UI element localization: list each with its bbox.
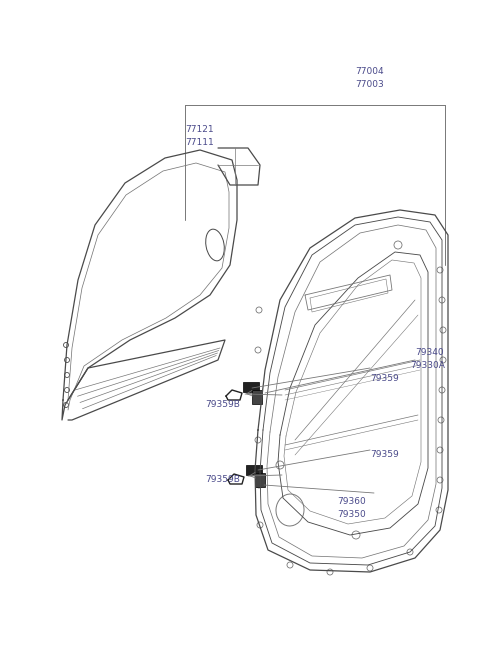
Text: 79359B: 79359B	[205, 400, 240, 409]
Text: 77121: 77121	[185, 125, 214, 134]
Bar	[243, 382, 259, 392]
Text: 79360: 79360	[337, 497, 366, 506]
Bar	[246, 465, 262, 475]
Text: 79359: 79359	[370, 374, 399, 383]
Bar	[252, 390, 262, 404]
Text: 79359: 79359	[370, 450, 399, 459]
Text: 79340: 79340	[415, 348, 444, 357]
Text: 79359B: 79359B	[205, 475, 240, 484]
Text: 79350: 79350	[337, 510, 366, 519]
Text: 77004: 77004	[355, 67, 384, 76]
Text: 79330A: 79330A	[410, 361, 445, 370]
Text: 77111: 77111	[185, 138, 214, 147]
Bar	[255, 473, 265, 487]
Text: 77003: 77003	[355, 80, 384, 89]
